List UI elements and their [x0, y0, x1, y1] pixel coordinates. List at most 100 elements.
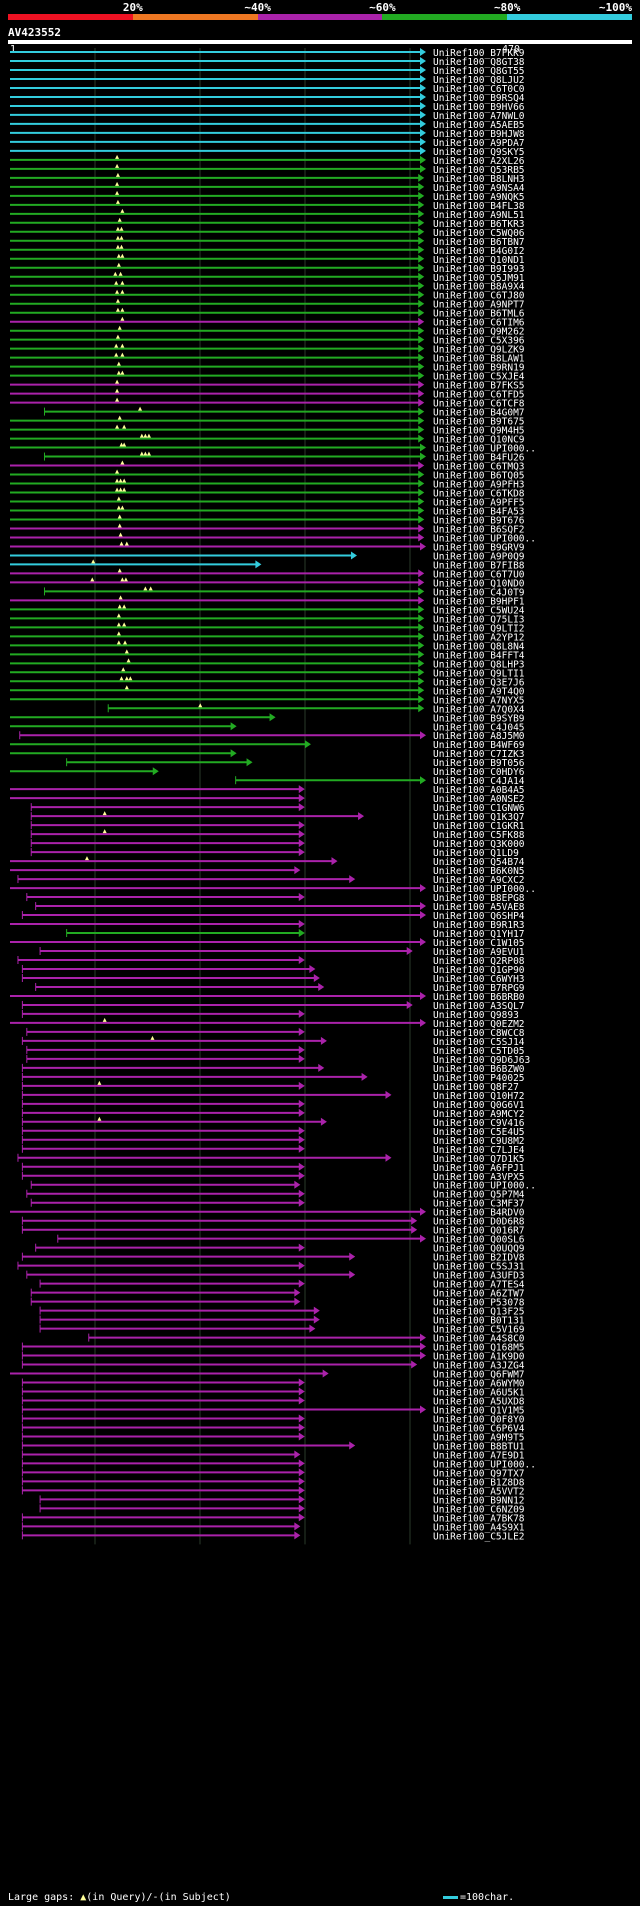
- hit-label: UniRef100_B8LAW1: [433, 354, 525, 365]
- query-gap-marker: [115, 478, 120, 483]
- query-gap-marker: [115, 226, 120, 231]
- hit-label: UniRef100_Q10ND0: [433, 578, 525, 589]
- query-gap-marker: [120, 577, 125, 582]
- hit-label: UniRef100_B8A9X4: [433, 282, 525, 293]
- hit-label: UniRef100_C6TFD5: [433, 390, 525, 401]
- hit-arrow: [418, 632, 425, 641]
- query-gap-marker: [139, 451, 144, 456]
- hit-label: UniRef100_A0NSE2: [433, 794, 525, 805]
- hit-label: UniRef100_Q0UQQ9: [433, 1244, 525, 1255]
- hit-arrow: [418, 704, 425, 713]
- hit-label: UniRef100_Q9M262: [433, 327, 525, 338]
- hit-arrow: [418, 326, 425, 335]
- hit-label: UniRef100_C1W105: [433, 938, 525, 949]
- hit-arrow: [420, 83, 426, 92]
- hit-arrow: [418, 587, 425, 596]
- hit-label: UniRef100_Q3K000: [433, 839, 525, 850]
- hit-arrow: [418, 695, 425, 704]
- hit-label: UniRef100_C4JA14: [433, 776, 525, 787]
- hit-label: UniRef100_Q10ND1: [433, 255, 525, 266]
- query-gap-marker: [120, 289, 125, 294]
- hit-label: UniRef100_C5WU24: [433, 605, 525, 616]
- hit-arrow: [246, 758, 253, 767]
- scale-label: ~80%: [493, 1, 521, 14]
- legend-query-gap: (in Query)/: [86, 1892, 153, 1903]
- hit-label: UniRef100_B6K0N5: [433, 866, 525, 877]
- hit-arrow: [361, 1072, 368, 1081]
- hit-arrow: [411, 1216, 418, 1225]
- hit-label: UniRef100_Q2RP08: [433, 956, 525, 967]
- query-gap-marker: [122, 487, 127, 492]
- hit-arrow: [298, 1459, 305, 1468]
- query-gap-marker: [119, 676, 124, 681]
- hit-label: UniRef100_Q1V1M5: [433, 1405, 525, 1416]
- legend: Large gaps: ▲(in Query)/-(in Subject): [8, 1892, 231, 1903]
- scale-segment: [132, 14, 258, 20]
- query-gap-marker: [84, 856, 89, 861]
- hit-label: UniRef100_C6T7U0: [433, 569, 525, 580]
- hit-arrow: [230, 749, 237, 758]
- hit-label: UniRef100_Q7D1K5: [433, 1154, 525, 1165]
- hit-label: UniRef100_A9CXC2: [433, 875, 525, 886]
- hit-arrow: [418, 515, 425, 524]
- hit-label: UniRef100_Q1LD9: [433, 848, 519, 859]
- hit-arrow: [420, 991, 426, 1000]
- query-gap-marker: [124, 649, 129, 654]
- hit-arrow: [294, 1450, 301, 1459]
- hit-label: UniRef100_A7NWL0: [433, 111, 525, 122]
- hit-label: UniRef100_Q9LTI1: [433, 668, 525, 679]
- hit-label: UniRef100_A5UXD8: [433, 1397, 525, 1408]
- hit-label: UniRef100_Q9SKY5: [433, 147, 525, 158]
- hit-label: UniRef100_A5AEB5: [433, 120, 525, 131]
- hit-arrow: [420, 776, 426, 785]
- query-gap-marker: [116, 622, 121, 627]
- hit-label: UniRef100_A9EVU1: [433, 947, 525, 958]
- query-gap-marker: [115, 298, 120, 303]
- query-gap-marker: [118, 487, 123, 492]
- hit-arrow: [418, 353, 425, 362]
- hit-arrow: [420, 65, 426, 74]
- hit-label: UniRef100_B4FL38: [433, 201, 525, 212]
- hit-arrow: [418, 407, 425, 416]
- hit-arrow: [418, 245, 425, 254]
- hit-arrow: [298, 1432, 305, 1441]
- hit-label: UniRef100_A5VVT2: [433, 1486, 525, 1497]
- hit-label: UniRef100_B4FU26: [433, 453, 525, 464]
- query-gap-marker: [118, 271, 123, 276]
- hit-label: UniRef100_Q9893: [433, 1010, 519, 1021]
- hit-label: UniRef100_C5SJ14: [433, 1037, 525, 1048]
- hit-label: UniRef100_A0B4A5: [433, 785, 525, 796]
- hit-arrow: [298, 1261, 305, 1270]
- query-gap-marker: [115, 190, 120, 195]
- hit-arrow: [313, 1306, 320, 1315]
- query-gap-marker: [124, 676, 129, 681]
- query-gap-marker: [115, 397, 120, 402]
- hit-label: UniRef100_A7TES4: [433, 1280, 525, 1291]
- query-gap-marker: [150, 1035, 155, 1040]
- hit-label: UniRef100_B9HPF1: [433, 596, 525, 607]
- hit-label: UniRef100_A8J5M0: [433, 731, 525, 742]
- hit-arrow: [298, 821, 305, 830]
- query-gap-marker: [115, 163, 120, 168]
- hit-label: UniRef100_B0T131: [433, 1316, 525, 1327]
- hit-label: UniRef100_C5FK88: [433, 830, 525, 841]
- hit-label: UniRef100_A6ZTW7: [433, 1289, 525, 1300]
- hit-arrow: [298, 1045, 305, 1054]
- query-gap-marker: [115, 172, 120, 177]
- hit-label: UniRef100_C7IZK3: [433, 749, 525, 760]
- hit-arrow: [418, 506, 425, 515]
- hit-arrow: [294, 1531, 301, 1540]
- hit-label: UniRef100_A7E9D1: [433, 1450, 525, 1461]
- hit-label: UniRef100_A6WYM0: [433, 1379, 525, 1390]
- hit-arrow: [320, 1036, 327, 1045]
- query-gap-marker: [120, 253, 125, 258]
- hit-label: UniRef100_B4WF69: [433, 740, 525, 751]
- scale-label: ~100%: [598, 1, 632, 14]
- query-gap-marker: [115, 307, 120, 312]
- query-gap-marker: [146, 451, 151, 456]
- query-gap-marker: [120, 460, 125, 465]
- query-gap-marker: [198, 703, 203, 708]
- hit-label: UniRef100_A6U5K1: [433, 1388, 525, 1399]
- query-gap-marker: [120, 352, 125, 357]
- query-gap-marker: [146, 433, 151, 438]
